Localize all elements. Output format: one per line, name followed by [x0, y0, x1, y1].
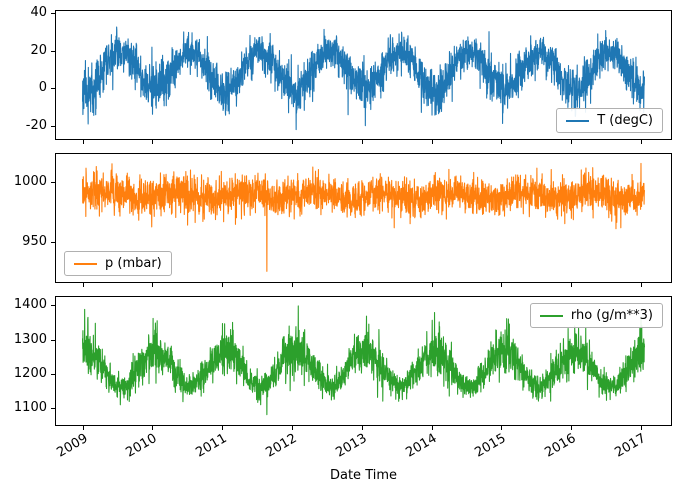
x-tick [361, 140, 363, 144]
y-tick-label: 20 [30, 42, 47, 58]
legend-label-pressure: p (mbar) [105, 256, 162, 271]
x-tick [222, 426, 224, 430]
x-tick [361, 283, 363, 287]
y-tick-label: -20 [25, 117, 47, 133]
x-tick [291, 140, 293, 144]
x-tick [431, 283, 433, 287]
x-tick [431, 426, 433, 430]
x-tick [571, 283, 573, 287]
x-tick [571, 140, 573, 144]
x-tick [82, 140, 84, 144]
x-tick [571, 426, 573, 430]
legend-line-sample-pressure [74, 262, 97, 265]
y-tick-label: 950 [22, 233, 47, 249]
y-tick [51, 88, 55, 90]
y-tick [51, 241, 55, 243]
y-tick [51, 50, 55, 52]
y-tick [51, 408, 55, 410]
legend-line-sample-density [539, 314, 563, 317]
x-axis-title: Date Time [329, 468, 398, 483]
x-tick [640, 140, 642, 144]
x-tick [431, 140, 433, 144]
x-tick [501, 140, 503, 144]
x-tick [222, 140, 224, 144]
x-tick [501, 426, 503, 430]
y-tick-label: 1200 [13, 366, 47, 382]
y-tick-label: 1000 [13, 174, 47, 190]
y-tick [51, 12, 55, 14]
y-tick-label: 1300 [13, 331, 47, 347]
x-tick [501, 283, 503, 287]
y-tick [51, 125, 55, 127]
legend-label-temperature: T (degC) [597, 113, 653, 128]
y-tick [51, 374, 55, 376]
x-tick [361, 426, 363, 430]
y-tick-label: 1100 [13, 400, 47, 416]
legend-density: rho (g/m**3) [529, 303, 663, 328]
x-tick [152, 426, 154, 430]
x-tick [640, 426, 642, 430]
x-tick [82, 426, 84, 430]
pressure-plot-panel: p (mbar) [55, 153, 672, 283]
density-plot-panel: rho (g/m**3) [55, 296, 672, 426]
legend-pressure: p (mbar) [64, 251, 172, 276]
x-tick [152, 283, 154, 287]
y-tick-label: 40 [30, 4, 47, 20]
y-tick-label: 0 [38, 80, 47, 96]
y-tick-label: 1400 [13, 297, 47, 313]
x-tick [82, 283, 84, 287]
x-tick [291, 283, 293, 287]
x-tick [640, 283, 642, 287]
y-tick [51, 182, 55, 184]
legend-label-density: rho (g/m**3) [570, 308, 653, 323]
y-tick [51, 305, 55, 307]
temperature-plot-panel: T (degC) [55, 10, 672, 140]
legend-line-sample-temperature [566, 119, 590, 122]
x-tick [222, 283, 224, 287]
y-tick [51, 339, 55, 341]
x-tick [152, 140, 154, 144]
legend-temperature: T (degC) [556, 108, 663, 133]
x-tick [291, 426, 293, 430]
